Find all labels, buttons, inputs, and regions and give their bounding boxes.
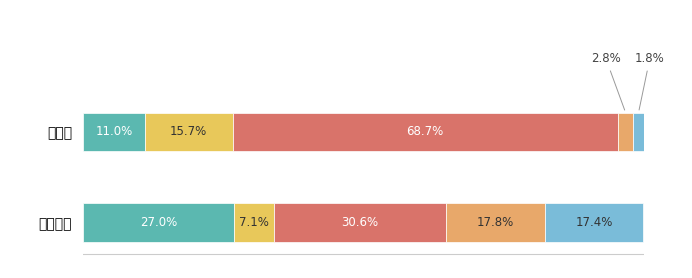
Bar — [618, 113, 633, 151]
Bar — [145, 113, 233, 151]
Bar — [633, 113, 644, 151]
Text: 17.4%: 17.4% — [576, 216, 613, 229]
Text: 17.8%: 17.8% — [477, 216, 514, 229]
Bar — [83, 113, 145, 151]
Bar — [446, 203, 545, 242]
Text: 27.0%: 27.0% — [140, 216, 177, 229]
Text: 30.6%: 30.6% — [341, 216, 379, 229]
Text: 7.1%: 7.1% — [239, 216, 269, 229]
Bar — [274, 203, 446, 242]
Text: 11.0%: 11.0% — [95, 125, 132, 138]
Text: 1.8%: 1.8% — [635, 53, 664, 110]
Text: 68.7%: 68.7% — [407, 125, 444, 138]
Text: 2.8%: 2.8% — [591, 53, 625, 110]
Bar — [83, 203, 235, 242]
Bar — [235, 203, 274, 242]
Text: 15.7%: 15.7% — [170, 125, 208, 138]
Bar — [545, 203, 643, 242]
Bar — [233, 113, 618, 151]
